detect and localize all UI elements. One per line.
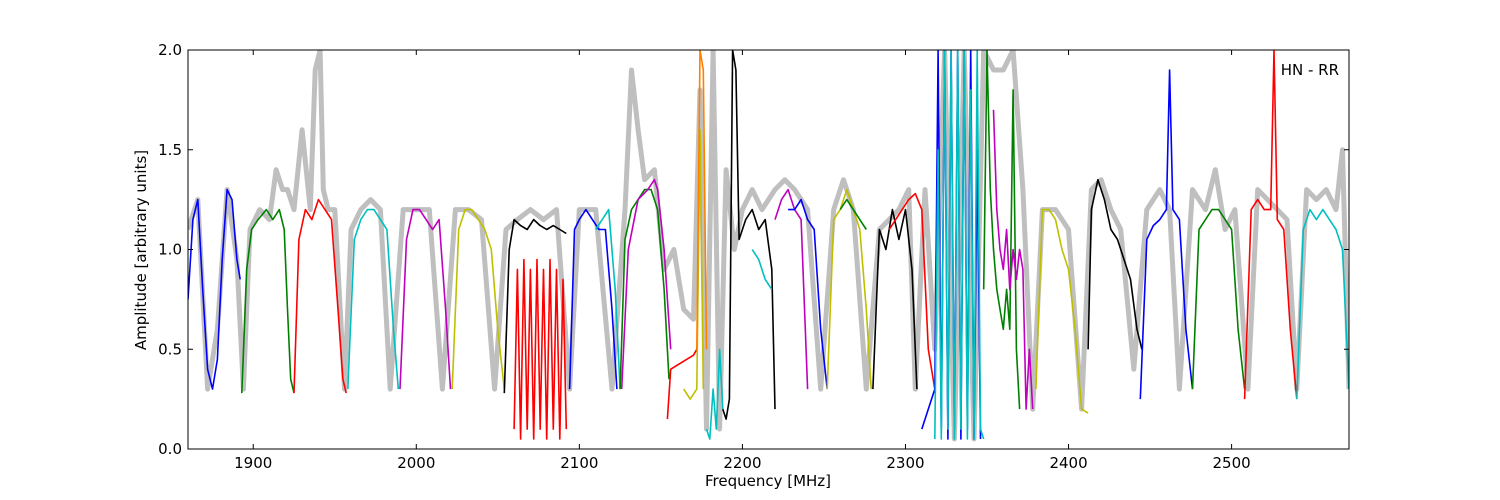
axis-layer: 1900 2000 2100 2200 2300 2400 2500 0.0 0.5 1.0 1.5…	[158, 41, 1349, 472]
x-tick-label: 2300	[886, 454, 924, 472]
series-line-34	[1296, 208, 1349, 400]
series-line-27	[982, 50, 1021, 410]
chart-annotation: HN - RR	[1281, 61, 1339, 79]
series-line-32	[1191, 208, 1246, 390]
series-line-29	[1035, 208, 1089, 414]
x-axis-label: Frequency [MHz]	[705, 472, 831, 490]
series-line-23	[872, 208, 918, 390]
series-line-24	[888, 192, 936, 390]
series-line-13	[666, 348, 698, 420]
y-tick-label: 1.5	[158, 141, 182, 159]
series-layer	[188, 50, 1349, 442]
series-line-21	[826, 188, 872, 390]
y-tick-label: 0.0	[158, 440, 182, 458]
series-line-15	[696, 50, 708, 350]
series-line-19	[774, 188, 809, 390]
series-line-33	[1243, 50, 1298, 400]
x-tick-label: 2000	[397, 454, 435, 472]
series-line-9	[568, 208, 618, 390]
series-line-6	[451, 208, 506, 390]
series-line-12	[620, 178, 672, 390]
series-line-5	[399, 208, 452, 390]
series-line-26	[934, 50, 985, 440]
series-line-8	[513, 258, 568, 440]
series-line-4	[347, 208, 400, 390]
y-tick-label: 1.0	[158, 241, 182, 259]
series-line-10	[595, 208, 621, 390]
series-line-17	[722, 50, 776, 420]
series-line-3	[293, 198, 347, 394]
series-line-7	[503, 218, 567, 394]
series-line-2	[241, 208, 295, 394]
series-line-30	[1087, 178, 1143, 350]
x-tick-label: 2500	[1213, 454, 1251, 472]
y-tick-label: 0.5	[158, 340, 182, 358]
x-tick-label: 1900	[234, 454, 272, 472]
series-line-16	[705, 348, 724, 440]
series-line-18	[751, 249, 773, 290]
series-line-28	[992, 109, 1034, 410]
series-line-1	[188, 188, 241, 390]
x-tick-label: 2400	[1049, 454, 1087, 472]
y-axis-label: Amplitude [arbitrary units]	[132, 150, 150, 350]
x-tick-label: 2100	[560, 454, 598, 472]
x-tick-label: 2200	[723, 454, 761, 472]
series-line-14	[683, 129, 705, 400]
series-line-20	[788, 198, 828, 390]
series-line-22	[839, 198, 867, 230]
y-tick-label: 2.0	[158, 41, 182, 59]
series-line-11	[619, 188, 670, 390]
series-line-31	[1139, 69, 1194, 400]
